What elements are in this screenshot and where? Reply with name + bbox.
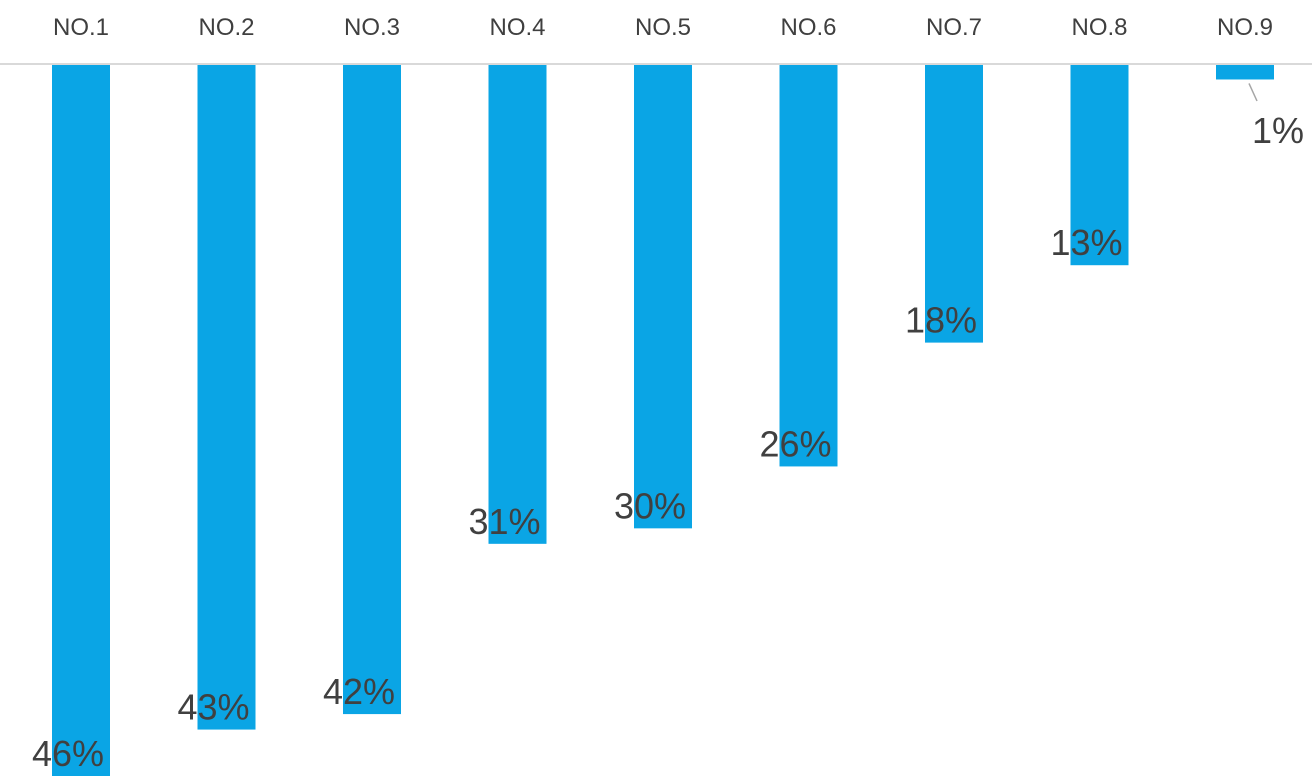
tick-label-no-9: NO.9 <box>1217 14 1273 41</box>
tick-label-no-4: NO.4 <box>489 14 545 41</box>
bar-no-4 <box>488 65 547 544</box>
data-label-no-2: 43% <box>177 687 249 728</box>
category-tick-labels: NO.1 NO.2 NO.3 NO.4 NO.5 NO.6 NO.7 NO.8 NO.9 <box>53 14 1273 41</box>
bar-no-9 <box>1216 65 1274 80</box>
data-labels: 46% 43% 42% 31% 30% 26% 18% 13% 1% <box>32 83 1304 774</box>
tick-label-no-7: NO.7 <box>926 14 982 41</box>
tick-label-no-2: NO.2 <box>198 14 254 41</box>
data-label-no-6: 26% <box>759 423 831 464</box>
bar-no-5 <box>634 65 692 529</box>
tick-label-no-1: NO.1 <box>53 14 109 41</box>
bars <box>52 65 1274 776</box>
leader-line-no-9 <box>1248 83 1258 102</box>
data-label-no-9: 1% <box>1252 110 1304 151</box>
tick-label-no-5: NO.5 <box>635 14 691 41</box>
bar-no-6 <box>779 65 838 467</box>
data-label-no-1: 46% <box>32 733 104 774</box>
tick-label-no-3: NO.3 <box>344 14 400 41</box>
data-label-no-4: 31% <box>468 501 540 542</box>
tick-label-no-6: NO.6 <box>780 14 836 41</box>
tick-label-no-8: NO.8 <box>1071 14 1127 41</box>
data-label-no-5: 30% <box>614 485 686 526</box>
bar-no-3 <box>343 65 401 715</box>
data-label-no-8: 13% <box>1050 222 1122 263</box>
bar-no-1 <box>52 65 110 776</box>
data-label-no-3: 42% <box>323 671 395 712</box>
bar-no-7 <box>925 65 983 343</box>
bar-no-2 <box>197 65 256 730</box>
bar-no-8 <box>1070 65 1129 266</box>
data-label-no-7: 18% <box>905 300 977 341</box>
